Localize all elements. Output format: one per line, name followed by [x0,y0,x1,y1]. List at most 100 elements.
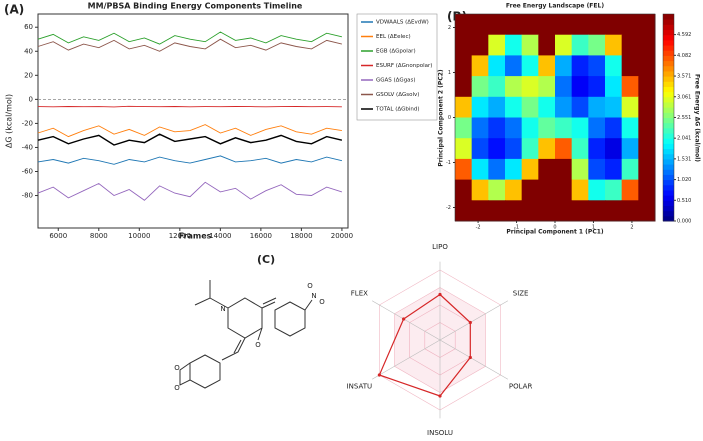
colorbar-segment [663,143,674,150]
x-tick-label: 0 [553,225,556,231]
colorbar-segment [663,153,674,160]
colorbar-segment [663,91,674,98]
colorbar-segment [663,81,674,87]
heatmap-cell [521,117,539,139]
colorbar-segment [663,50,674,56]
heatmap-cell [605,138,623,160]
heatmap-cell [571,14,589,36]
heatmap-cell [538,55,556,77]
series-line [37,181,343,201]
radar-point [438,394,442,398]
heatmap-cell [605,117,623,139]
colorbar-segment [663,133,674,139]
colorbar-tick-label: 4.082 [677,53,691,59]
heatmap-cell [571,55,589,77]
heatmap-cell [621,200,639,222]
heatmap-cell [521,96,539,118]
x-tick-label: 8000 [90,232,108,240]
x-tick-label: 20000 [331,232,353,240]
heatmap-cell [455,34,473,56]
heatmap-cell [538,96,556,118]
heatmap-cell [521,14,539,36]
colorbar-segment [663,122,674,129]
heatmap-cell [588,55,606,77]
heatmap-cell [538,158,556,181]
heatmap-cell [521,200,539,222]
heatmap-cell [638,96,656,118]
y-tick-label: 40 [24,47,33,55]
series-line [37,133,343,146]
heatmap-cell [488,34,506,56]
colorbar-segment [663,65,674,72]
colorbar-segment [663,158,674,165]
heatmap-cell [621,96,639,118]
colorbar-tick-label: 0.000 [677,219,691,225]
heatmap-cell [505,179,523,201]
heatmap-cell [571,76,589,98]
heatmap-cell [455,55,473,77]
colorbar-segment [663,19,674,25]
atom-label: O [319,298,325,306]
colorbar-segment [663,189,674,196]
heatmap-cell [505,14,523,36]
heatmap-cell [471,117,489,139]
heatmap-cell [605,96,623,118]
heatmap-cell [588,34,606,56]
heatmap-cell [455,96,473,118]
heatmap-cell [538,14,556,36]
legend-box [356,13,438,121]
radar-spoke [371,300,441,341]
heatmap-cell [505,55,523,77]
heatmap-cell [605,200,623,222]
colorbar-tick-label: 3.061 [677,94,691,100]
x-tick-label: 1 [592,225,595,231]
heatmap-cell [555,200,573,222]
chart-title: Free Energy Landscape (FEL) [506,3,604,10]
heatmap-cell [505,76,523,98]
y-axis-label: ΔG (kcal/mol) [5,94,14,148]
y-tick-label: 2 [448,25,451,31]
colorbar-segment [663,174,674,181]
heatmap-cell [588,76,606,98]
legend-label: EGB (ΔGpolar) [376,49,416,55]
heatmap [455,14,656,222]
heatmap-cell [488,117,506,139]
heatmap-cell [488,200,506,222]
colorbar-segment [663,200,674,206]
radar-axis-label: FLEX [351,289,368,297]
x-tick-label: 2 [630,225,633,231]
heatmap-cell [538,76,556,98]
series-line [37,155,343,165]
colorbar-segment [663,210,674,217]
x-tick-label: 18000 [290,232,312,240]
heatmap-cell [521,179,539,201]
x-tick-label: 14000 [209,232,231,240]
colorbar-segment [663,169,674,175]
colorbar-segment [663,184,674,191]
x-axis-label: Frames [179,232,212,241]
heatmap-cell [471,158,489,181]
y-tick-label: -1 [446,160,451,166]
heatmap-cell [555,76,573,98]
colorbar-segment [663,148,674,155]
molecule [179,280,313,389]
heatmap-cell [505,96,523,118]
radar-spoke [371,339,441,380]
heatmap-cell [455,179,473,201]
radar-point [468,355,472,360]
atom-label: O [174,364,180,372]
chart-title: MM/PBSA Binding Energy Components Timeli… [88,2,303,11]
heatmap-cell [571,96,589,118]
heatmap-cell [571,158,589,181]
heatmap-cell [538,34,556,56]
heatmap-cell [521,76,539,98]
colorbar-tick-label: 3.571 [677,74,691,80]
colorbar-segment [663,24,674,31]
heatmap-cell [638,14,656,36]
heatmap-cell [488,55,506,77]
heatmap-cell [571,200,589,222]
heatmap-cell [521,138,539,160]
heatmap-cell [605,76,623,98]
panel-label: (C) [257,253,275,266]
